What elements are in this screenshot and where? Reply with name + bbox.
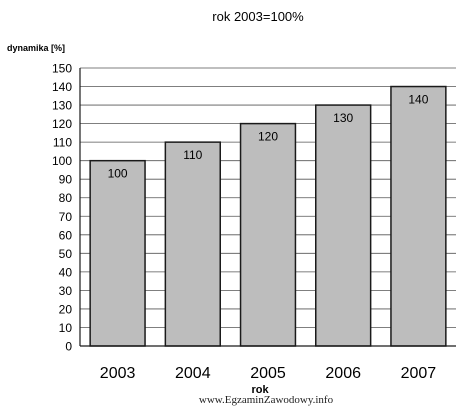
x-axis-label: rok [251,384,269,396]
y-tick-labels: 0 10 20 30 40 50 60 70 80 90 100 110 120 130 140 150 [52,62,72,354]
x-tick-label-2003: 2003 [100,365,136,382]
bar-2005 [239,122,297,347]
bar-value-label-2007: 140 [408,93,428,107]
bar-value-label-2003: 100 [108,167,128,181]
y-tick-label-50: 50 [59,247,73,261]
watermark-text: www.EgzaminZawodowy.info [198,394,334,406]
bars: 100 110 120 130 140 [89,85,447,347]
y-tick-label-40: 40 [59,265,73,279]
y-tick-label-0: 0 [65,340,72,354]
bar-2003 [89,159,146,347]
y-tick-label-20: 20 [59,302,73,316]
bar-2007 [390,85,447,347]
bar-2004 [164,141,221,347]
y-tick-label-70: 70 [59,210,73,224]
y-tick-label-130: 130 [52,99,72,113]
y-tick-label-120: 120 [52,117,72,131]
y-axis-label: dynamika [%] [7,43,65,53]
y-tick-label-30: 30 [59,284,73,298]
bar-2006 [315,104,372,347]
bar-value-label-2006: 130 [333,111,353,125]
bar-value-label-2005: 120 [258,130,278,144]
y-tick-label-140: 140 [52,80,72,94]
y-tick-label-80: 80 [59,191,73,205]
chart-title: rok 2003=100% [212,9,304,24]
y-tick-label-100: 100 [52,154,72,168]
x-tick-label-2004: 2004 [175,365,211,382]
x-tick-label-2005: 2005 [250,365,286,382]
bar-value-label-2004: 110 [183,148,202,162]
y-tick-label-60: 60 [59,228,73,242]
x-tick-label-2006: 2006 [325,365,361,382]
y-tick-label-90: 90 [59,173,73,187]
y-tick-label-10: 10 [59,321,73,335]
y-tick-label-110: 110 [53,136,72,150]
y-tick-label-150: 150 [52,62,72,76]
x-tick-labels: 2003 2004 2005 2006 2007 [100,365,436,382]
axes [79,68,456,347]
x-tick-label-2007: 2007 [401,365,437,382]
